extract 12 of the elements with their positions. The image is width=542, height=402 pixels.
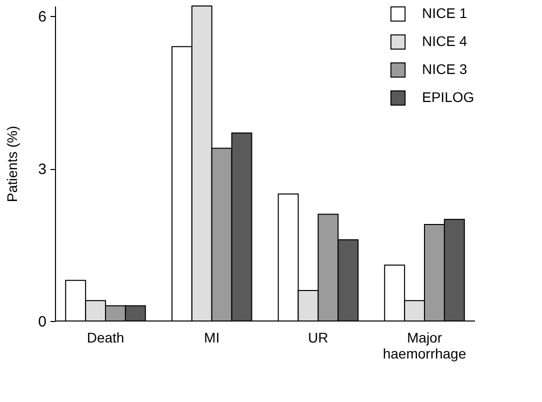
x-tick-label: Major haemorrhage	[382, 330, 466, 362]
legend-label: NICE 1	[422, 5, 468, 21]
x-tick-label: UR	[308, 330, 328, 346]
y-tick-label: 6	[38, 8, 46, 26]
x-tick-label: MI	[204, 330, 220, 346]
y-tick-label: 3	[38, 161, 46, 178]
legend-label: NICE 4	[422, 33, 468, 49]
y-axis-title: Patients (%)	[4, 126, 20, 202]
x-tick-label: Death	[86, 330, 124, 346]
y-tick-label: 0	[38, 314, 46, 330]
legend-label: NICE 3	[422, 61, 468, 77]
legend-label: EPILOG	[422, 89, 474, 105]
